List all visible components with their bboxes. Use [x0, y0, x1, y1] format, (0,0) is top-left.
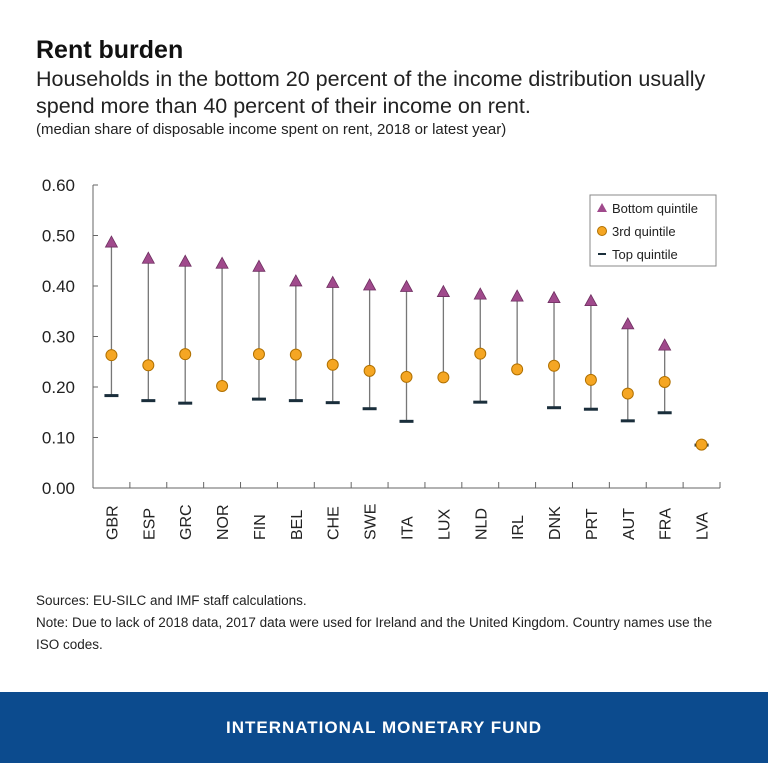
x-tick-label: NOR [215, 504, 232, 540]
x-tick-label: GRC [178, 504, 195, 540]
third-quintile-marker [105, 349, 118, 362]
third-quintile-marker [216, 379, 229, 392]
x-tick-label: AUT [621, 508, 638, 540]
bottom-quintile-marker [510, 289, 524, 302]
x-tick-label: DNK [547, 506, 564, 540]
bottom-quintile-marker [215, 256, 229, 269]
legend-label: Top quintile [612, 247, 678, 262]
chart: 0.00 0.10 0.20 0.30 0.40 0.50 0.60 GBR ESP GRC NOR… [42, 176, 721, 540]
bottom-quintile-marker [399, 279, 414, 292]
x-tick-label: LVA [695, 512, 712, 540]
bottom-quintile-marker [141, 251, 155, 264]
third-quintile-marker [584, 373, 597, 386]
legend-label: 3rd quintile [612, 224, 676, 239]
x-tick-label: CHE [326, 506, 343, 540]
x-tick-label: LUX [436, 509, 453, 540]
bottom-quintile-marker [547, 290, 561, 304]
x-tick-label: ESP [141, 508, 158, 540]
third-quintile-marker [511, 363, 524, 376]
third-quintile-marker [289, 348, 302, 361]
notes: Sources: EU-SILC and IMF staff calculati… [36, 590, 736, 656]
bottom-quintile-marker [473, 287, 487, 300]
bottom-quintile-marker [362, 278, 377, 291]
y-tick-label: 0.20 [42, 378, 75, 397]
bottom-quintile-marker [252, 259, 266, 272]
chart-subtitle: Households in the bottom 20 percent of t… [36, 67, 706, 118]
bottom-quintile-marker [326, 275, 340, 288]
unit-note: (median share of disposable income spent… [36, 121, 507, 138]
x-tick-label: BEL [289, 510, 306, 540]
legend-label: Bottom quintile [612, 201, 698, 216]
third-quintile-marker [363, 364, 376, 377]
third-quintile-marker [658, 375, 671, 388]
chart-title: Rent burden [36, 36, 184, 64]
y-tick-label: 0.40 [42, 277, 75, 296]
x-tick-label: GBR [104, 505, 121, 540]
third-quintile-marker [548, 359, 561, 372]
bottom-quintile-marker [436, 284, 451, 297]
x-tick-label: IRL [510, 515, 527, 540]
x-tick-label: SWE [363, 504, 380, 540]
third-quintile-marker [326, 358, 339, 371]
bottom-quintile-marker [621, 317, 635, 330]
third-quintile-marker [252, 348, 265, 361]
third-quintile-marker [474, 347, 487, 360]
y-tick-label: 0.50 [42, 227, 75, 246]
x-tick-label: FRA [658, 508, 675, 540]
x-tick-label: NLD [473, 508, 490, 540]
third-quintile-marker [695, 438, 708, 451]
third-quintile-marker [437, 371, 450, 384]
bottom-quintile-marker [178, 254, 192, 267]
third-quintile-marker [142, 359, 155, 372]
third-quintile-marker [400, 370, 413, 383]
y-tick-label: 0.10 [42, 429, 75, 448]
y-tick-label: 0.00 [42, 479, 75, 498]
bottom-quintile-marker [584, 293, 598, 307]
legend-box [589, 194, 717, 267]
bottom-quintile-marker [104, 235, 119, 248]
legend-circle-icon [597, 226, 607, 236]
third-quintile-marker [621, 387, 634, 400]
footer-org: INTERNATIONAL MONETARY FUND [226, 717, 542, 737]
bottom-quintile-marker [658, 338, 672, 351]
note-text: Note: Due to lack of 2018 data, 2017 dat… [36, 615, 713, 652]
legend: Bottom quintile 3rd quintile Top quintile [589, 194, 717, 267]
legend-triangle-icon [597, 203, 607, 212]
x-tick-label: ITA [400, 516, 417, 540]
sources-text: Sources: EU-SILC and IMF staff calculati… [36, 593, 307, 608]
x-tick-label: FIN [252, 514, 269, 540]
third-quintile-marker [179, 348, 192, 361]
bottom-quintile-marker [289, 274, 303, 287]
y-tick-label: 0.60 [42, 176, 75, 195]
y-tick-label: 0.30 [42, 328, 75, 347]
x-tick-label: PRT [584, 508, 601, 540]
footer: INTERNATIONAL MONETARY FUND [0, 692, 768, 763]
